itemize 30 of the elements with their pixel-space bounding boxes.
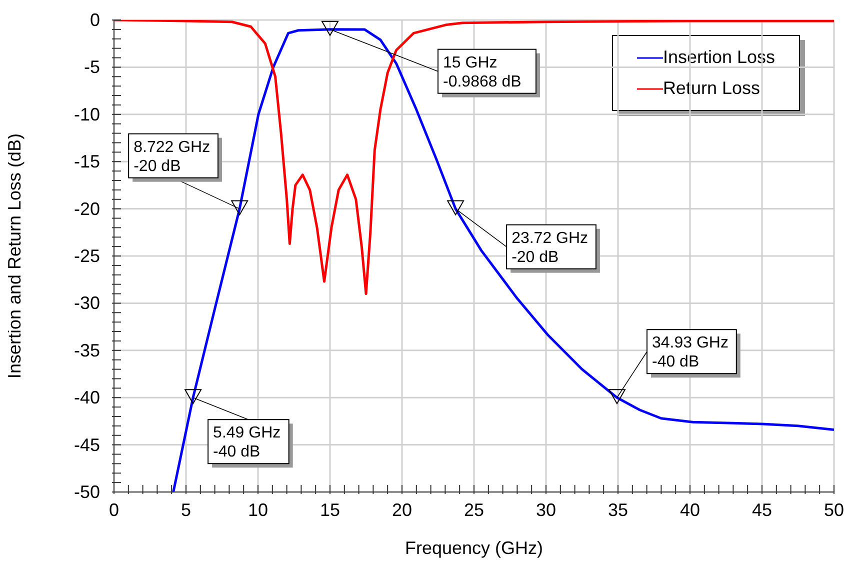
x-tick-label: 40 <box>680 500 700 520</box>
y-tick-label: -5 <box>84 57 100 78</box>
y-tick-label: -50 <box>74 482 100 502</box>
x-tick-label: 15 <box>320 500 340 520</box>
y-tick-label: -30 <box>74 293 100 314</box>
x-tick-label: 25 <box>464 500 484 520</box>
annotation: 34.93 GHz -40 dB <box>652 334 728 371</box>
x-tick-label: 35 <box>608 500 628 520</box>
y-tick-label: -35 <box>74 340 100 360</box>
legend-label: Insertion Loss <box>662 47 775 68</box>
annotation: 8.722 GHz -20 dB <box>134 138 210 175</box>
x-tick-label: 30 <box>536 500 556 520</box>
annotation: 5.49 GHz -40 dB <box>213 424 281 461</box>
annotation: 23.72 GHz -20 dB <box>512 230 588 266</box>
x-tick-label: 45 <box>752 500 772 520</box>
annotation: 15 GHz -0.9868 dB <box>443 54 522 90</box>
y-tick-label: -45 <box>74 434 100 455</box>
y-tick-label: -10 <box>74 104 100 124</box>
x-tick-label: 50 <box>824 500 844 520</box>
x-axis-title: Frequency (GHz) <box>404 538 544 558</box>
x-tick-label: 0 <box>108 500 120 520</box>
y-tick-label: -40 <box>74 388 100 408</box>
legend-label: Return Loss <box>662 78 760 99</box>
x-tick-label: 5 <box>180 500 192 520</box>
y-tick-label: -15 <box>74 152 100 172</box>
x-tick-label: 10 <box>248 500 268 520</box>
y-tick-label: -25 <box>74 246 100 266</box>
y-tick-label: -20 <box>74 198 100 219</box>
x-tick-label: 20 <box>392 500 412 520</box>
y-tick-label: 0 <box>90 10 100 30</box>
